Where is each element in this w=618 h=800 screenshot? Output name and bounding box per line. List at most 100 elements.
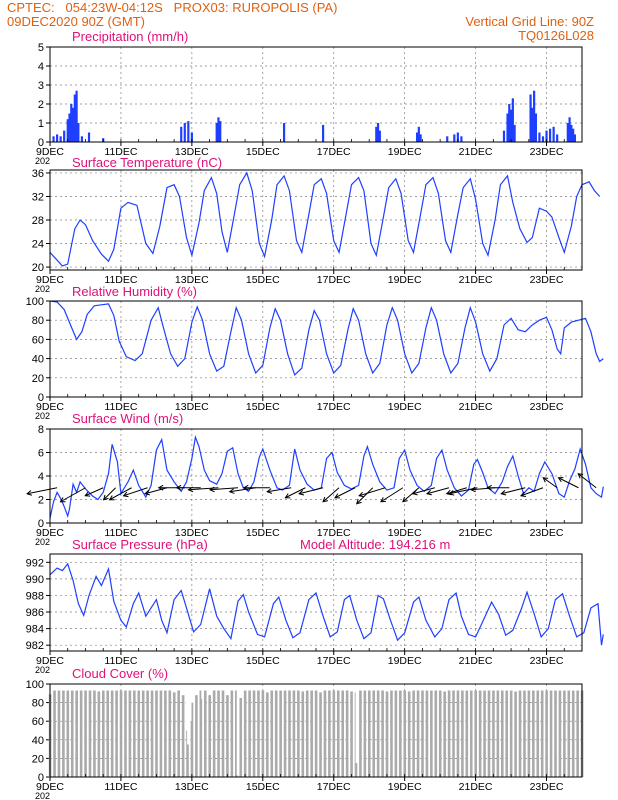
precip-xtick-label: 11DEC: [104, 146, 137, 158]
precip-bar: [529, 94, 532, 142]
precip-bar: [453, 134, 456, 142]
wind-arrow-head: [322, 496, 329, 503]
precip-bar: [541, 136, 545, 142]
precip-bar: [68, 113, 71, 142]
cloud-bar: [563, 690, 566, 777]
temp-ytick-label: 36: [32, 168, 44, 180]
cloud-bar: [390, 690, 393, 777]
cloud-bar: [164, 690, 167, 777]
wind-arrow: [558, 477, 579, 489]
cloud-bar: [368, 690, 371, 777]
precip-bar: [190, 132, 193, 142]
temp-xtick-label: 23DEC: [530, 274, 564, 286]
cloud-bar: [487, 690, 491, 777]
precip-bar: [502, 130, 506, 142]
pressure-ytick-label: 984: [26, 624, 44, 636]
precip-bar: [419, 134, 422, 142]
precip-bar: [376, 123, 380, 142]
cloud-bar: [571, 690, 575, 777]
cloud-bar: [274, 690, 278, 777]
cloud-bar: [159, 690, 163, 777]
precip-bar: [509, 109, 513, 142]
pressure-xtick-label: 19DEC: [388, 655, 422, 667]
cloud-bar: [266, 692, 269, 777]
wind-arrow-head: [59, 497, 66, 503]
header-date: 09DEC2020 90Z (GMT): [7, 14, 145, 29]
wind-arrow: [267, 487, 292, 493]
wind-arrow-head: [542, 477, 549, 483]
cloud-bar: [66, 690, 70, 777]
precip-bar: [545, 130, 548, 142]
cloud-dip: [187, 684, 190, 745]
wind-ytick-label: 6: [38, 448, 44, 460]
wind-xtick-label: 15DEC: [246, 527, 280, 539]
pressure-plot-area: [50, 554, 582, 651]
cloud-bar: [407, 691, 411, 777]
temp-xtick-label: 9DEC: [36, 274, 64, 286]
cloud-bar: [288, 690, 291, 777]
wind-arrow-head: [402, 496, 408, 503]
cloud-bar: [279, 690, 282, 777]
cloud-bar: [301, 691, 305, 777]
cloud-ytick-label: 100: [26, 679, 44, 691]
cloud-bar: [421, 690, 424, 777]
precip-bar: [513, 124, 516, 142]
cloud-bar: [505, 690, 509, 777]
cloud-bar: [540, 690, 544, 777]
precip-year-stub: 202: [35, 156, 50, 166]
cloud-xtick-label: 23DEC: [530, 781, 564, 793]
cloud-bar: [394, 690, 398, 777]
cloud-bar: [155, 690, 158, 777]
cloud-bar: [341, 690, 344, 777]
cloud-xtick-label: 13DEC: [175, 781, 209, 793]
precip-bar: [80, 136, 84, 142]
cloud-bar: [106, 690, 110, 777]
cloud-bar: [146, 690, 149, 777]
wind-arrow-head: [425, 489, 432, 496]
wind-arrow-head: [298, 489, 305, 496]
precip-bar: [70, 104, 73, 142]
header-code: TQ0126L028: [518, 28, 594, 43]
cloud-bar: [115, 690, 118, 777]
precip-xtick-label: 23DEC: [530, 146, 564, 158]
precip-bar: [73, 94, 76, 142]
precip-bar: [215, 123, 218, 142]
cloud-bar: [412, 690, 415, 777]
wind-arrow-head: [187, 486, 194, 493]
cloud-bar: [261, 690, 265, 777]
wind-arrow: [426, 487, 450, 495]
cloud-bar: [430, 690, 433, 777]
temp-xtick-label: 11DEC: [104, 274, 137, 286]
cloud-bar: [474, 690, 477, 777]
cloud-bar: [332, 690, 336, 777]
rh-ytick-label: 40: [32, 354, 44, 366]
precip-bar: [63, 130, 66, 142]
wind-arrow: [123, 487, 148, 497]
cloud-bar: [434, 690, 438, 777]
precip-bar: [508, 104, 511, 142]
precip-bar: [568, 117, 571, 142]
precip-bar: [572, 128, 575, 142]
rh-xtick-label: 19DEC: [388, 401, 422, 413]
cloud-bar: [501, 690, 504, 777]
rh-xtick-label: 23DEC: [530, 401, 564, 413]
cloud-bar: [336, 690, 340, 777]
cloud-bar: [345, 690, 349, 777]
rh-xtick-label: 9DEC: [36, 401, 64, 413]
cloud-bar: [239, 697, 243, 777]
wind-ytick-label: 4: [38, 471, 44, 483]
wind-arrow-head: [486, 484, 492, 491]
precip-bar: [378, 130, 381, 142]
precip-ytick-label: 3: [38, 80, 44, 92]
cloud-bar: [168, 690, 172, 777]
cloud-bar: [305, 690, 309, 777]
wind-series-line: [49, 434, 604, 519]
rh-year-stub: 202: [35, 411, 50, 421]
precip-bar: [183, 123, 186, 142]
cloud-bar: [376, 690, 380, 777]
cloud-bar: [518, 690, 522, 777]
precip-ytick-label: 1: [38, 118, 44, 130]
precip-bar: [570, 124, 573, 142]
temp-ytick-label: 32: [32, 191, 44, 203]
wind-ytick-label: 8: [38, 424, 44, 436]
